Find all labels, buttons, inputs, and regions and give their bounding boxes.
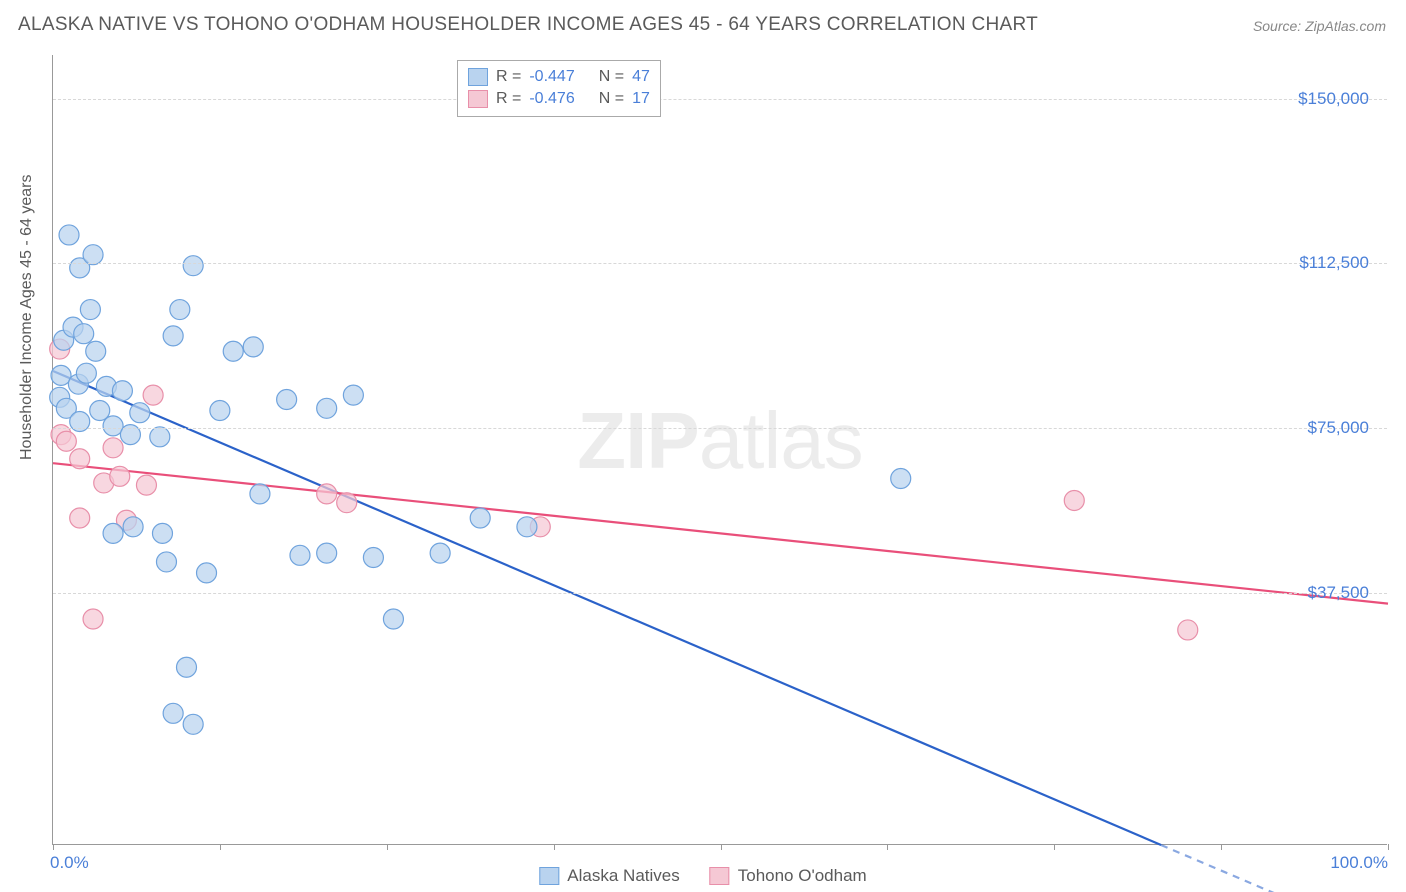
data-point bbox=[110, 466, 130, 486]
data-point bbox=[150, 427, 170, 447]
gridline bbox=[53, 263, 1387, 264]
data-point bbox=[317, 543, 337, 563]
data-point bbox=[83, 245, 103, 265]
data-point bbox=[250, 484, 270, 504]
data-point bbox=[337, 493, 357, 513]
data-point bbox=[383, 609, 403, 629]
data-point bbox=[70, 508, 90, 528]
data-point bbox=[210, 401, 230, 421]
n-value: 17 bbox=[632, 88, 650, 110]
x-tick-label: 100.0% bbox=[1330, 853, 1388, 873]
data-point bbox=[317, 484, 337, 504]
data-point bbox=[103, 438, 123, 458]
data-point bbox=[70, 449, 90, 469]
data-point bbox=[86, 341, 106, 361]
y-tick-label: $112,500 bbox=[1299, 253, 1369, 273]
plot-area: ZIPatlas $37,500$75,000$112,500$150,000 bbox=[52, 55, 1387, 845]
data-point bbox=[59, 225, 79, 245]
data-point bbox=[277, 390, 297, 410]
series-name: Tohono O'odham bbox=[738, 866, 867, 886]
data-point bbox=[1178, 620, 1198, 640]
data-point bbox=[317, 398, 337, 418]
y-tick-label: $150,000 bbox=[1298, 89, 1369, 109]
n-label: N = bbox=[599, 66, 624, 88]
data-point bbox=[197, 563, 217, 583]
data-point bbox=[163, 703, 183, 723]
legend-item: Tohono O'odham bbox=[710, 866, 867, 886]
source-attribution: Source: ZipAtlas.com bbox=[1253, 18, 1386, 34]
data-point bbox=[183, 256, 203, 276]
n-value: 47 bbox=[632, 66, 650, 88]
swatch-icon bbox=[539, 867, 559, 885]
data-point bbox=[83, 609, 103, 629]
gridline bbox=[53, 99, 1387, 100]
data-point bbox=[136, 475, 156, 495]
swatch-icon bbox=[710, 867, 730, 885]
r-value: -0.447 bbox=[529, 66, 574, 88]
x-tick bbox=[554, 844, 555, 850]
x-tick bbox=[53, 844, 54, 850]
x-tick bbox=[387, 844, 388, 850]
data-point bbox=[243, 337, 263, 357]
chart-svg bbox=[53, 55, 1387, 844]
x-tick bbox=[1221, 844, 1222, 850]
data-point bbox=[343, 385, 363, 405]
data-point bbox=[130, 403, 150, 423]
n-label: N = bbox=[599, 88, 624, 110]
data-point bbox=[430, 543, 450, 563]
data-point bbox=[76, 363, 96, 383]
r-label: R = bbox=[496, 66, 521, 88]
data-point bbox=[123, 517, 143, 537]
data-point bbox=[183, 714, 203, 734]
data-point bbox=[90, 401, 110, 421]
data-point bbox=[891, 469, 911, 489]
series-name: Alaska Natives bbox=[567, 866, 679, 886]
data-point bbox=[152, 523, 172, 543]
series-legend: Alaska Natives Tohono O'odham bbox=[539, 866, 866, 886]
data-point bbox=[112, 381, 132, 401]
data-point bbox=[517, 517, 537, 537]
legend-row: R = -0.476 N = 17 bbox=[468, 88, 650, 110]
data-point bbox=[363, 548, 383, 568]
r-value: -0.476 bbox=[529, 88, 574, 110]
y-tick-label: $37,500 bbox=[1308, 583, 1369, 603]
legend-item: Alaska Natives bbox=[539, 866, 679, 886]
gridline bbox=[53, 593, 1387, 594]
x-tick bbox=[220, 844, 221, 850]
legend-row: R = -0.447 N = 47 bbox=[468, 66, 650, 88]
y-tick-label: $75,000 bbox=[1308, 418, 1369, 438]
data-point bbox=[103, 523, 123, 543]
data-point bbox=[290, 545, 310, 565]
swatch-icon bbox=[468, 90, 488, 108]
data-point bbox=[56, 431, 76, 451]
x-tick bbox=[1054, 844, 1055, 850]
x-tick-label: 0.0% bbox=[50, 853, 89, 873]
y-axis-title: Householder Income Ages 45 - 64 years bbox=[18, 175, 36, 461]
data-point bbox=[143, 385, 163, 405]
data-point bbox=[74, 324, 94, 344]
regression-line bbox=[53, 463, 1388, 603]
data-point bbox=[177, 657, 197, 677]
data-point bbox=[80, 300, 100, 320]
regression-line bbox=[53, 371, 1161, 845]
data-point bbox=[1064, 490, 1084, 510]
data-point bbox=[156, 552, 176, 572]
swatch-icon bbox=[468, 68, 488, 86]
data-point bbox=[170, 300, 190, 320]
chart-title: ALASKA NATIVE VS TOHONO O'ODHAM HOUSEHOL… bbox=[18, 14, 1038, 36]
data-point bbox=[163, 326, 183, 346]
x-tick bbox=[887, 844, 888, 850]
correlation-legend: R = -0.447 N = 47 R = -0.476 N = 17 bbox=[457, 60, 661, 117]
x-tick bbox=[721, 844, 722, 850]
data-point bbox=[470, 508, 490, 528]
gridline bbox=[53, 428, 1387, 429]
x-tick bbox=[1388, 844, 1389, 850]
data-point bbox=[223, 341, 243, 361]
r-label: R = bbox=[496, 88, 521, 110]
